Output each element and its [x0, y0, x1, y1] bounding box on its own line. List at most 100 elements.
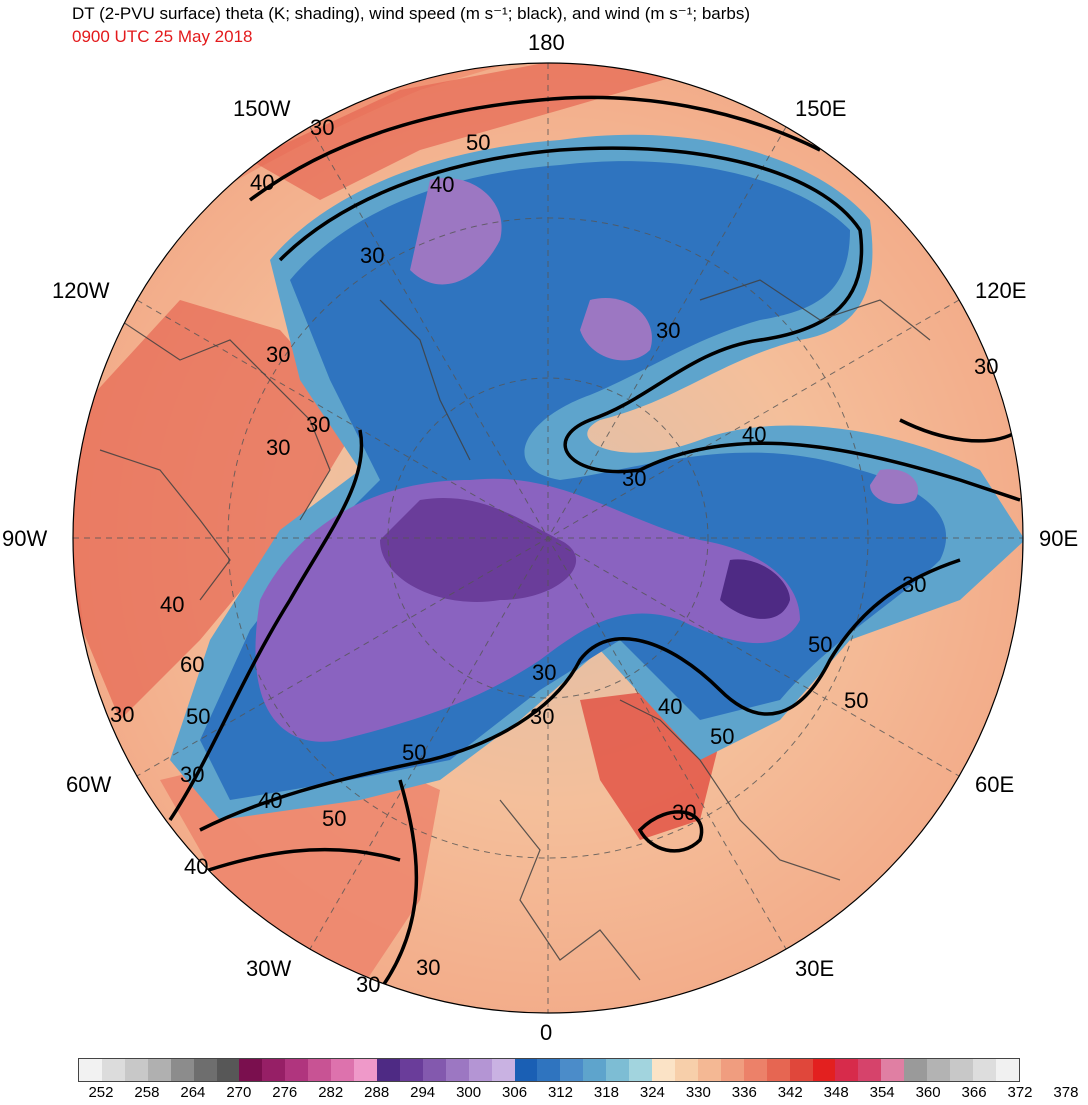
colorbar-tick-label: 336 — [731, 1084, 757, 1101]
colorbar-cell — [835, 1059, 859, 1081]
contour-label: 60 — [180, 652, 204, 677]
lon-label-60e: 60E — [975, 772, 1015, 797]
colorbar-tick-label: 306 — [502, 1084, 528, 1101]
contour-label: 30 — [306, 412, 330, 437]
colorbar-cell — [239, 1059, 263, 1081]
colorbar-tick-label: 354 — [869, 1084, 895, 1101]
colorbar-cell — [674, 1059, 698, 1081]
colorbar-tick-label: 360 — [915, 1084, 941, 1101]
lon-label-0: 0 — [540, 1020, 553, 1045]
contour-label: 30 — [360, 243, 384, 268]
colorbar-cell — [995, 1059, 1019, 1081]
colorbar-tick-label: 342 — [777, 1084, 803, 1101]
colorbar-cell — [927, 1059, 951, 1081]
colorbar-cell — [331, 1059, 355, 1081]
contour-label: 30 — [180, 762, 204, 787]
colorbar-tick-label: 318 — [593, 1084, 619, 1101]
contour-label: 30 — [974, 354, 998, 379]
colorbar-cell — [560, 1059, 584, 1081]
colorbar-cell — [422, 1059, 446, 1081]
contour-label: 40 — [430, 172, 454, 197]
colorbar-cell — [399, 1059, 423, 1081]
contour-label: 30 — [266, 342, 290, 367]
colorbar-cell — [904, 1059, 928, 1081]
contour-label: 30 — [416, 955, 440, 980]
lon-label-120e: 120E — [975, 278, 1027, 303]
colorbar-cell — [308, 1059, 332, 1081]
contour-label: 30 — [622, 466, 646, 491]
colorbar-tick-label: 282 — [318, 1084, 344, 1101]
colorbar-tick-label: 378 — [1053, 1084, 1079, 1101]
contour-label: 30 — [672, 800, 696, 825]
contour-label: 50 — [402, 740, 426, 765]
colorbar-cell — [170, 1059, 194, 1081]
colorbar-cell — [720, 1059, 744, 1081]
colorbar-cell — [606, 1059, 630, 1081]
contour-label: 40 — [258, 788, 282, 813]
colorbar-cell — [972, 1059, 996, 1081]
map-boundary — [72, 62, 1024, 1014]
lon-label-90e: 90E — [1039, 526, 1079, 551]
contour-labels: 30 40 50 30 30 40 30 30 40 30 30 50 50 5… — [110, 115, 998, 997]
colorbar-tick-label: 366 — [961, 1084, 987, 1101]
colorbar-cell — [79, 1059, 102, 1081]
colorbar-cell — [445, 1059, 469, 1081]
lon-label-150e: 150E — [795, 96, 847, 121]
colorbar-tick-label: 324 — [639, 1084, 665, 1101]
colorbar-tick-label: 264 — [180, 1084, 206, 1101]
colorbar-cell — [583, 1059, 607, 1081]
colorbar-cell — [376, 1059, 400, 1081]
lon-label-150w: 150W — [233, 96, 291, 121]
colorbar-cell — [766, 1059, 790, 1081]
colorbar-tick-label: 270 — [226, 1084, 252, 1101]
colorbar-cell — [743, 1059, 767, 1081]
lon-label-60w: 60W — [66, 772, 112, 797]
contour-label: 50 — [710, 724, 734, 749]
colorbar-cell — [262, 1059, 286, 1081]
colorbar-cell — [514, 1059, 538, 1081]
colorbar-tick-label: 288 — [364, 1084, 390, 1101]
colorbar-cell — [101, 1059, 125, 1081]
contour-label: 30 — [656, 318, 680, 343]
colorbar-tick-label: 348 — [823, 1084, 849, 1101]
colorbar-cell — [789, 1059, 813, 1081]
colorbar-cell — [124, 1059, 148, 1081]
colorbar-cell — [491, 1059, 515, 1081]
colorbar-tick-label: 294 — [410, 1084, 436, 1101]
colorbar-tick-label: 276 — [272, 1084, 298, 1101]
colorbar-tick-label: 312 — [547, 1084, 573, 1101]
colorbar-cell — [468, 1059, 492, 1081]
theta-colorbar — [78, 1058, 1020, 1082]
lon-label-30e: 30E — [795, 956, 835, 981]
colorbar-cell — [950, 1059, 973, 1081]
contour-label: 50 — [466, 130, 490, 155]
contour-label: 30 — [310, 115, 334, 140]
shaded-theta-field — [73, 63, 1023, 1013]
contour-label: 40 — [160, 592, 184, 617]
contour-label: 50 — [808, 632, 832, 657]
lon-label-180: 180 — [528, 30, 565, 55]
lon-label-30w: 30W — [246, 956, 292, 981]
colorbar-tick-labels: 252 258 264 270 276 282 288 294 300 306 312 318 324 3… — [78, 1082, 1078, 1104]
lon-label-120w: 120W — [52, 278, 110, 303]
contour-label: 40 — [742, 422, 766, 447]
colorbar-cell — [285, 1059, 309, 1081]
contour-label: 40 — [250, 170, 274, 195]
colorbar-cell — [537, 1059, 561, 1081]
colorbar-cell — [652, 1059, 675, 1081]
contour-label: 30 — [266, 435, 290, 460]
valid-time: 0900 UTC 25 May 2018 — [72, 27, 253, 46]
contour-label: 30 — [530, 704, 554, 729]
contour-label: 50 — [844, 688, 868, 713]
colorbar-cell — [216, 1059, 240, 1081]
colorbar-cell — [193, 1059, 217, 1081]
colorbar-cell — [881, 1059, 905, 1081]
colorbar-cell — [147, 1059, 171, 1081]
colorbar-cell — [858, 1059, 882, 1081]
contour-label: 30 — [902, 572, 926, 597]
colorbar-tick-label: 330 — [685, 1084, 711, 1101]
colorbar-cell — [354, 1059, 377, 1081]
colorbar-cell — [812, 1059, 836, 1081]
colorbar-tick-label: 372 — [1007, 1084, 1033, 1101]
